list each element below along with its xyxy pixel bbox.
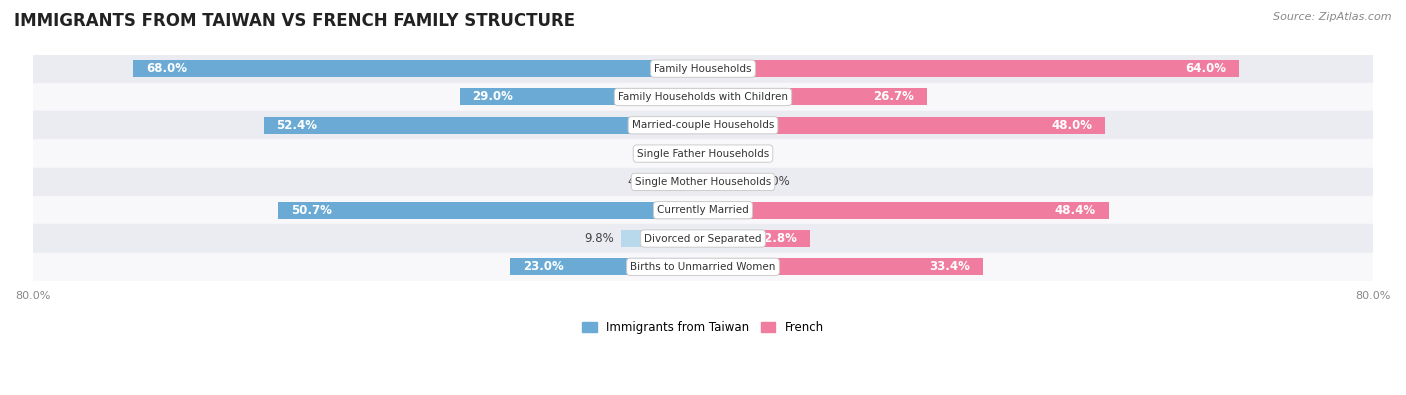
Bar xyxy=(664,173,703,190)
Text: 64.0%: 64.0% xyxy=(1185,62,1226,75)
Text: 29.0%: 29.0% xyxy=(472,90,513,103)
Bar xyxy=(134,60,703,77)
Bar xyxy=(703,88,927,105)
Text: 50.7%: 50.7% xyxy=(291,204,332,217)
Bar xyxy=(32,139,1374,168)
Text: Single Mother Households: Single Mother Households xyxy=(636,177,770,187)
Bar xyxy=(460,88,703,105)
Text: 48.0%: 48.0% xyxy=(1052,119,1092,132)
Text: 4.7%: 4.7% xyxy=(627,175,657,188)
Text: 2.4%: 2.4% xyxy=(730,147,759,160)
Text: IMMIGRANTS FROM TAIWAN VS FRENCH FAMILY STRUCTURE: IMMIGRANTS FROM TAIWAN VS FRENCH FAMILY … xyxy=(14,12,575,30)
Text: 68.0%: 68.0% xyxy=(146,62,187,75)
Text: 26.7%: 26.7% xyxy=(873,90,914,103)
Bar xyxy=(703,258,983,275)
Text: Births to Unmarried Women: Births to Unmarried Women xyxy=(630,262,776,272)
Text: 1.8%: 1.8% xyxy=(651,147,682,160)
Text: 6.0%: 6.0% xyxy=(761,175,790,188)
Bar xyxy=(32,196,1374,224)
Bar xyxy=(32,224,1374,253)
Bar xyxy=(703,173,754,190)
Text: 12.8%: 12.8% xyxy=(756,232,797,245)
Bar xyxy=(688,145,703,162)
Text: Married-couple Households: Married-couple Households xyxy=(631,120,775,130)
Text: Source: ZipAtlas.com: Source: ZipAtlas.com xyxy=(1274,12,1392,22)
Text: 52.4%: 52.4% xyxy=(277,119,318,132)
Bar xyxy=(264,117,703,134)
Bar xyxy=(32,253,1374,281)
Bar xyxy=(32,55,1374,83)
Bar xyxy=(703,117,1105,134)
Text: 33.4%: 33.4% xyxy=(929,260,970,273)
Bar xyxy=(703,60,1239,77)
Legend: Immigrants from Taiwan, French: Immigrants from Taiwan, French xyxy=(578,316,828,339)
Bar xyxy=(703,145,723,162)
Bar xyxy=(32,168,1374,196)
Text: Family Households with Children: Family Households with Children xyxy=(619,92,787,102)
Text: Currently Married: Currently Married xyxy=(657,205,749,215)
Bar xyxy=(703,202,1108,219)
Bar xyxy=(621,230,703,247)
Bar xyxy=(510,258,703,275)
Text: Family Households: Family Households xyxy=(654,64,752,73)
Text: Single Father Households: Single Father Households xyxy=(637,149,769,158)
Bar xyxy=(32,111,1374,139)
Bar xyxy=(32,83,1374,111)
Text: 9.8%: 9.8% xyxy=(585,232,614,245)
Bar xyxy=(703,230,810,247)
Bar xyxy=(278,202,703,219)
Text: Divorced or Separated: Divorced or Separated xyxy=(644,233,762,244)
Text: 23.0%: 23.0% xyxy=(523,260,564,273)
Text: 48.4%: 48.4% xyxy=(1054,204,1095,217)
